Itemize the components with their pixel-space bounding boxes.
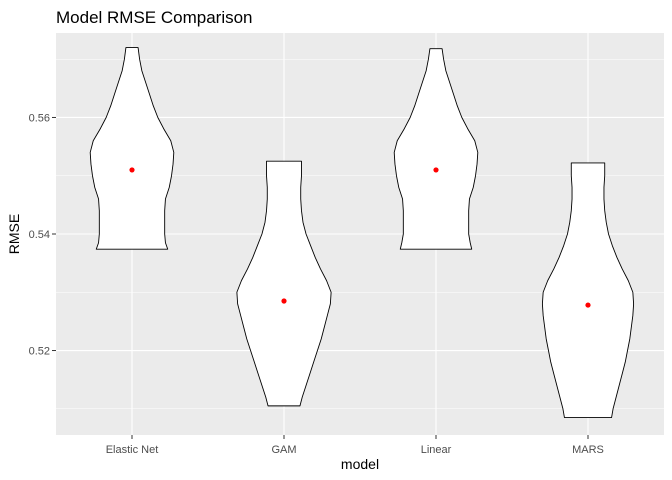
x-tick-label: GAM (271, 444, 296, 456)
violin-gam (236, 160, 332, 407)
y-tick-label: 0.56 (29, 112, 50, 124)
x-tick-label: Linear (421, 444, 452, 456)
y-tick-label: 0.54 (29, 229, 50, 241)
mean-point-gam (281, 298, 287, 304)
mean-points (129, 167, 591, 308)
y-axis: 0.52 0.54 0.56 (29, 112, 56, 358)
x-axis-title: model (341, 456, 379, 472)
mean-point-linear (433, 167, 439, 173)
x-tick-label: Elastic Net (106, 444, 159, 456)
violin-elastic-net (89, 47, 175, 250)
mean-point-mars (585, 302, 591, 308)
x-axis: Elastic Net GAM Linear MARS (106, 435, 604, 456)
violin-mars (541, 162, 635, 418)
violin-linear (393, 48, 479, 250)
y-tick-label: 0.52 (29, 346, 50, 358)
x-tick-label: MARS (572, 444, 604, 456)
violins (89, 47, 635, 418)
chart-title: Model RMSE Comparison (56, 8, 253, 27)
mean-point-elastic-net (129, 167, 135, 173)
y-axis-title: RMSE (6, 214, 22, 254)
